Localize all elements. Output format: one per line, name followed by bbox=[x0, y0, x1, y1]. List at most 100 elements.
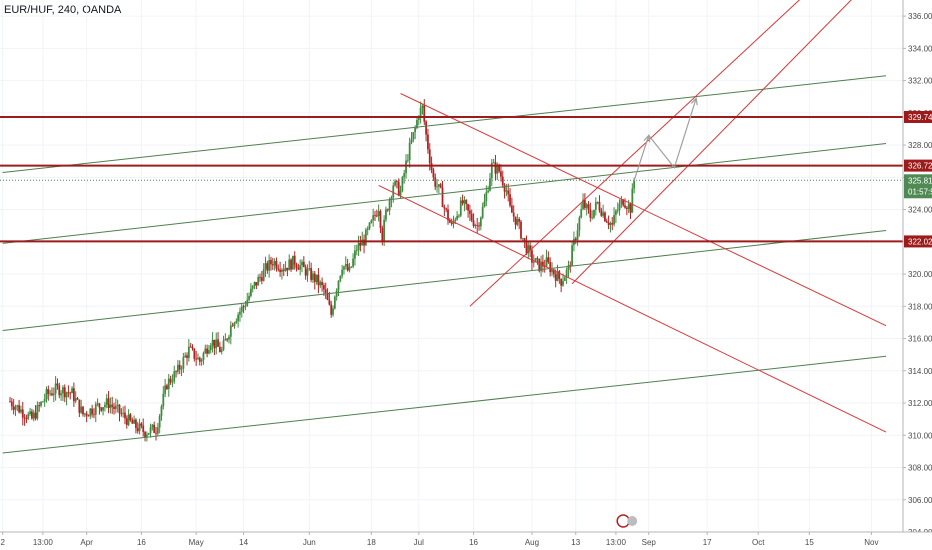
candle-body bbox=[209, 345, 212, 351]
candle-body bbox=[273, 261, 276, 266]
candle-body bbox=[275, 261, 278, 269]
time-tick-label: Jun bbox=[303, 538, 316, 547]
candle-body bbox=[562, 280, 564, 286]
candle-body bbox=[173, 371, 176, 382]
candle-body bbox=[282, 269, 285, 271]
candle-body bbox=[414, 127, 417, 133]
candle-body bbox=[324, 289, 327, 294]
candle-body bbox=[237, 314, 240, 321]
candle-body bbox=[147, 433, 150, 435]
candle-body bbox=[552, 269, 555, 275]
candle-body bbox=[264, 263, 267, 270]
candle-body bbox=[229, 325, 232, 337]
time-axis-bg bbox=[0, 532, 932, 550]
candle-body bbox=[116, 404, 119, 406]
candle-body bbox=[607, 222, 610, 225]
candle-body bbox=[335, 290, 338, 297]
candle-body bbox=[615, 210, 617, 216]
candle-body bbox=[107, 398, 110, 408]
candle-body bbox=[536, 258, 539, 260]
candle-body bbox=[354, 250, 356, 259]
candle-body bbox=[406, 159, 409, 161]
candle-body bbox=[490, 162, 493, 179]
candle-body bbox=[102, 407, 104, 411]
red-trend-line bbox=[378, 184, 887, 433]
candle-body bbox=[189, 346, 192, 348]
candle-body bbox=[136, 428, 139, 432]
candle-body bbox=[65, 392, 68, 398]
candle-body bbox=[321, 281, 323, 286]
candle-body bbox=[344, 264, 347, 267]
candle-body bbox=[255, 282, 258, 286]
candle-body bbox=[206, 348, 208, 354]
candle-body bbox=[18, 405, 21, 413]
candle-body bbox=[578, 217, 581, 231]
candle-body bbox=[330, 304, 333, 315]
price-tick-label: 328.000 bbox=[908, 141, 932, 150]
candle-body bbox=[408, 142, 411, 160]
candle-body bbox=[93, 414, 95, 416]
candle-body bbox=[372, 215, 375, 221]
price-tick-label: 324.000 bbox=[908, 206, 932, 215]
candle-body bbox=[388, 199, 391, 211]
candle-body bbox=[43, 399, 46, 402]
candle-body bbox=[514, 216, 517, 225]
candle-body bbox=[169, 378, 172, 383]
candle-body bbox=[204, 348, 207, 354]
candle-body bbox=[253, 282, 256, 286]
candle-body bbox=[315, 274, 318, 283]
candle-body bbox=[604, 212, 606, 222]
candle-body bbox=[458, 215, 460, 217]
candle-body bbox=[333, 296, 336, 309]
candle-body bbox=[156, 427, 159, 434]
projection-path bbox=[633, 98, 697, 181]
candle-body bbox=[377, 211, 380, 217]
candle-body bbox=[569, 265, 572, 267]
candle-body bbox=[583, 199, 586, 208]
candle-body bbox=[560, 278, 563, 286]
candle-body bbox=[518, 218, 521, 222]
candle-body bbox=[85, 413, 88, 416]
candle-body bbox=[109, 404, 112, 408]
candle-body bbox=[222, 340, 225, 350]
price-tick-label: 318.000 bbox=[908, 302, 932, 311]
candle-body bbox=[250, 288, 252, 296]
candle-body bbox=[397, 181, 400, 196]
candle-body bbox=[412, 132, 415, 140]
time-tick-label: 17 bbox=[703, 538, 712, 547]
candle-body bbox=[271, 264, 274, 266]
candle-body bbox=[605, 221, 608, 223]
candle-body bbox=[83, 413, 86, 415]
candle-body bbox=[390, 197, 393, 200]
candle-body bbox=[124, 412, 126, 419]
candle-body bbox=[633, 180, 636, 189]
candle-body bbox=[58, 385, 61, 396]
candle-body bbox=[41, 401, 44, 403]
candle-body bbox=[609, 223, 612, 225]
candle-body bbox=[392, 185, 395, 198]
candle-body bbox=[125, 418, 128, 425]
event-marker-icon bbox=[627, 516, 638, 526]
candle-body bbox=[492, 162, 495, 164]
candle-body bbox=[576, 230, 579, 240]
candle-body bbox=[410, 139, 413, 143]
candle-body bbox=[532, 262, 535, 263]
candle-body bbox=[454, 219, 457, 222]
candle-body bbox=[323, 285, 325, 290]
candle-body bbox=[401, 177, 404, 191]
candle-body bbox=[129, 414, 132, 421]
candle-body bbox=[489, 178, 491, 191]
candle-body bbox=[182, 357, 185, 369]
candle-body bbox=[62, 387, 64, 394]
time-tick-label: 2 bbox=[0, 538, 5, 547]
candle-body bbox=[47, 389, 50, 394]
candle-body bbox=[485, 192, 488, 202]
candle-body bbox=[399, 190, 402, 196]
candle-body bbox=[100, 407, 103, 411]
candle-body bbox=[142, 425, 145, 433]
candle-body bbox=[496, 165, 499, 174]
symbol-title: EUR/HUF, 240, OANDA bbox=[4, 4, 122, 16]
candle-body bbox=[591, 217, 594, 219]
price-tick-label: 320.000 bbox=[908, 270, 932, 279]
